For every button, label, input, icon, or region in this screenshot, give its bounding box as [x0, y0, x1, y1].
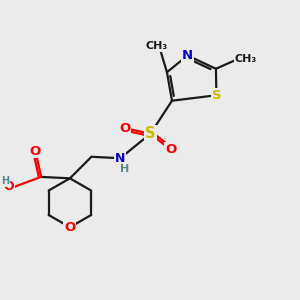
Text: N: N — [182, 49, 193, 62]
Text: O: O — [119, 122, 130, 134]
Text: O: O — [3, 181, 14, 194]
Text: H: H — [120, 164, 129, 174]
Text: CH₃: CH₃ — [234, 54, 256, 64]
Text: S: S — [145, 126, 156, 141]
Text: H: H — [1, 176, 9, 186]
Text: O: O — [30, 145, 41, 158]
Text: S: S — [212, 89, 221, 102]
Text: O: O — [64, 221, 76, 234]
Text: N: N — [115, 152, 125, 165]
Text: CH₃: CH₃ — [146, 41, 168, 51]
Text: O: O — [165, 143, 176, 156]
